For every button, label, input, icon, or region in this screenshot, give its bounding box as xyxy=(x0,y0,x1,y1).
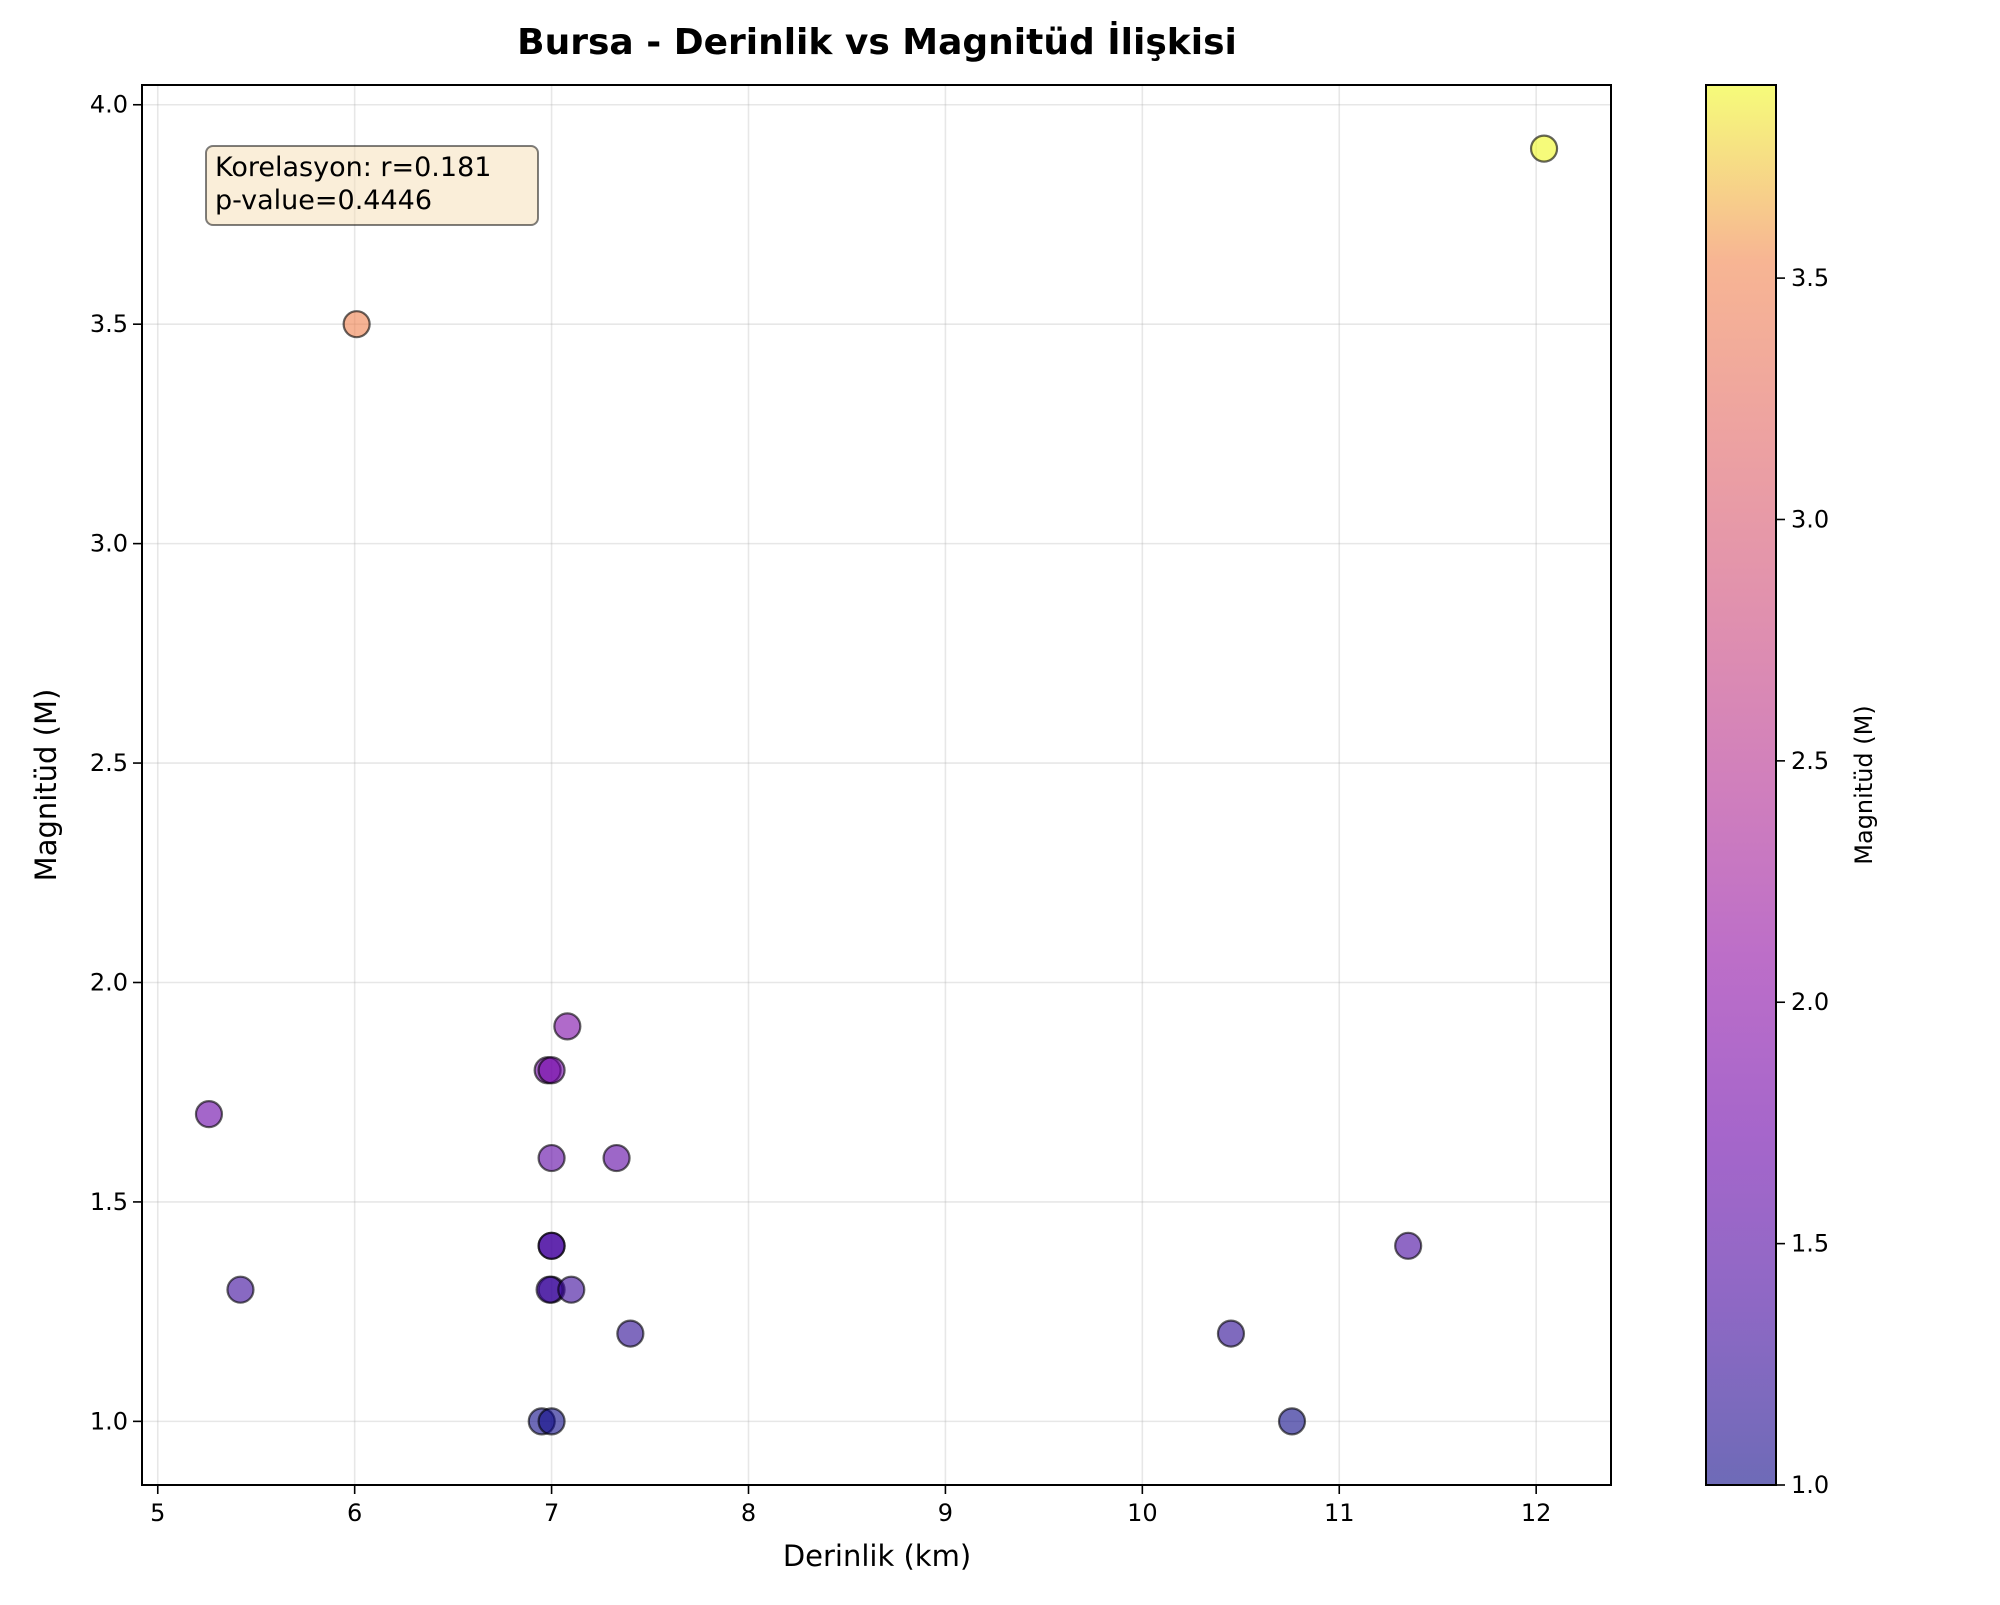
colorbar-gradient xyxy=(1706,85,1776,1485)
x-tick-label: 9 xyxy=(938,1499,953,1527)
grid xyxy=(142,85,1611,1485)
data-points xyxy=(194,134,1559,1436)
y-tick-label: 3.5 xyxy=(90,310,128,338)
data-point xyxy=(1394,1231,1423,1260)
y-tick-label: 4.0 xyxy=(90,91,128,119)
data-point xyxy=(553,1012,582,1041)
x-tick-label: 11 xyxy=(1324,1499,1355,1527)
data-point xyxy=(1277,1407,1307,1436)
data-point xyxy=(342,310,371,339)
x-axis-ticks: 5 6 7 8 9 10 11 12 xyxy=(150,1485,1551,1527)
data-point xyxy=(537,1056,566,1085)
data-point xyxy=(616,1319,645,1348)
colorbar-tick-label: 1.0 xyxy=(1791,1471,1829,1499)
data-point xyxy=(537,1231,566,1260)
colorbar-tick-label: 2.0 xyxy=(1791,988,1829,1016)
y-tick-label: 2.5 xyxy=(90,749,128,777)
plot-frame xyxy=(141,84,1612,1486)
colorbar: 1.0 1.5 2.0 2.5 3.0 3.5 Magnitüd (M) xyxy=(1705,84,1878,1499)
colorbar-ticks: 1.0 1.5 2.0 2.5 3.0 3.5 xyxy=(1776,264,1829,1499)
data-point xyxy=(1216,1319,1246,1348)
annotation-box: Korelasyon: r=0.181 p-value=0.4446 xyxy=(205,145,539,226)
y-tick-label: 3.0 xyxy=(90,530,128,558)
x-tick-label: 6 xyxy=(347,1499,362,1527)
colorbar-label: Magnitüd (M) xyxy=(1850,705,1878,864)
x-tick-label: 12 xyxy=(1521,1499,1552,1527)
data-point xyxy=(1529,134,1559,163)
y-axis-ticks: 1.0 1.5 2.0 2.5 3.0 3.5 4.0 xyxy=(90,91,142,1435)
colorbar-tick-label: 2.5 xyxy=(1791,747,1829,775)
x-tick-label: 8 xyxy=(741,1499,756,1527)
colorbar-tick-label: 1.5 xyxy=(1791,1230,1829,1258)
data-point xyxy=(194,1100,224,1129)
x-tick-label: 10 xyxy=(1127,1499,1158,1527)
x-tick-label: 5 xyxy=(150,1499,165,1527)
chart-title: Bursa - Derinlik vs Magnitüd İlişkisi xyxy=(517,21,1237,63)
x-axis-label: Derinlik (km) xyxy=(783,1539,971,1573)
annotation-correlation: Korelasyon: r=0.181 xyxy=(215,152,491,183)
y-tick-label: 1.5 xyxy=(90,1188,128,1216)
y-axis-label: Magnitüd (M) xyxy=(29,689,63,882)
data-point xyxy=(537,1407,566,1436)
y-tick-label: 2.0 xyxy=(90,968,128,996)
data-point xyxy=(602,1143,631,1173)
colorbar-tick-label: 3.0 xyxy=(1791,505,1829,533)
data-point xyxy=(557,1275,586,1304)
colorbar-frame xyxy=(1705,84,1777,1486)
y-tick-label: 1.0 xyxy=(90,1407,128,1435)
data-point xyxy=(537,1143,566,1173)
data-point xyxy=(226,1275,255,1304)
annotation-pvalue: p-value=0.4446 xyxy=(215,185,432,216)
colorbar-tick-label: 3.5 xyxy=(1791,264,1829,292)
x-tick-label: 7 xyxy=(544,1499,559,1527)
